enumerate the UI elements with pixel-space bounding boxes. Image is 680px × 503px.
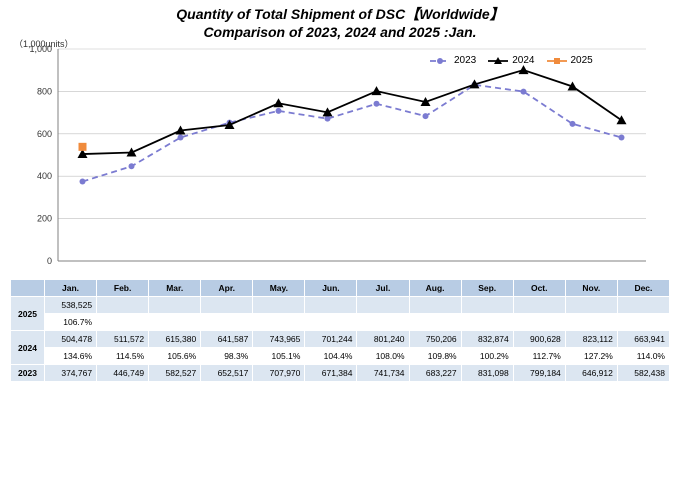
- cell-value: 641,587: [201, 331, 253, 348]
- y-unit-label: （1,000units）: [14, 37, 74, 50]
- cell-value: 511,572: [97, 331, 149, 348]
- col-header: Sep.: [461, 280, 513, 297]
- cell-pct: 114.0%: [617, 348, 669, 365]
- svg-text:0: 0: [47, 256, 52, 266]
- cell-value: 701,244: [305, 331, 357, 348]
- cell-pct: [97, 314, 149, 331]
- cell-value: [97, 297, 149, 314]
- cell-pct: 109.8%: [409, 348, 461, 365]
- row-label: 2023: [11, 365, 45, 382]
- cell-value: 743,965: [253, 331, 305, 348]
- cell-value: [201, 297, 253, 314]
- cell-value: 900,628: [513, 331, 565, 348]
- cell-value: 374,767: [45, 365, 97, 382]
- cell-value: 646,912: [565, 365, 617, 382]
- row-label: 2025: [11, 297, 45, 331]
- table-row: 106.7%: [11, 314, 670, 331]
- cell-value: 832,874: [461, 331, 513, 348]
- cell-value: [305, 297, 357, 314]
- cell-value: 663,941: [617, 331, 669, 348]
- cell-value: 831,098: [461, 365, 513, 382]
- col-header: Jul.: [357, 280, 409, 297]
- cell-value: 750,206: [409, 331, 461, 348]
- cell-pct: 104.4%: [305, 348, 357, 365]
- col-header: Aug.: [409, 280, 461, 297]
- cell-pct: [305, 314, 357, 331]
- cell-pct: [565, 314, 617, 331]
- cell-value: 801,240: [357, 331, 409, 348]
- col-header: Jan.: [45, 280, 97, 297]
- col-header: Apr.: [201, 280, 253, 297]
- cell-pct: [409, 314, 461, 331]
- data-table: Jan.Feb.Mar.Apr.May.Jun.Jul.Aug.Sep.Oct.…: [10, 279, 670, 382]
- cell-value: 741,734: [357, 365, 409, 382]
- cell-value: 615,380: [149, 331, 201, 348]
- table-header-row: Jan.Feb.Mar.Apr.May.Jun.Jul.Aug.Sep.Oct.…: [11, 280, 670, 297]
- cell-value: 652,517: [201, 365, 253, 382]
- row-label: 2024: [11, 331, 45, 365]
- title-line1: Quantity of Total Shipment of DSC【Worldw…: [0, 6, 680, 24]
- svg-text:600: 600: [37, 129, 52, 139]
- cell-value: [409, 297, 461, 314]
- col-header: Dec.: [617, 280, 669, 297]
- table-row: 2025538,525: [11, 297, 670, 314]
- cell-value: [617, 297, 669, 314]
- cell-pct: [201, 314, 253, 331]
- col-header: Feb.: [97, 280, 149, 297]
- col-header: Jun.: [305, 280, 357, 297]
- cell-value: 582,527: [149, 365, 201, 382]
- cell-value: 823,112: [565, 331, 617, 348]
- cell-value: [513, 297, 565, 314]
- table-row: 2023374,767446,749582,527652,517707,9706…: [11, 365, 670, 382]
- cell-value: 799,184: [513, 365, 565, 382]
- col-header: Nov.: [565, 280, 617, 297]
- cell-value: [565, 297, 617, 314]
- cell-value: 683,227: [409, 365, 461, 382]
- cell-value: 446,749: [97, 365, 149, 382]
- chart-title: Quantity of Total Shipment of DSC【Worldw…: [0, 0, 680, 41]
- title-line2: Comparison of 2023, 2024 and 2025 :Jan.: [0, 24, 680, 42]
- cell-pct: [617, 314, 669, 331]
- cell-pct: 114.5%: [97, 348, 149, 365]
- col-header: Oct.: [513, 280, 565, 297]
- cell-value: [253, 297, 305, 314]
- cell-pct: [357, 314, 409, 331]
- cell-pct: [461, 314, 513, 331]
- cell-value: 671,384: [305, 365, 357, 382]
- col-header: May.: [253, 280, 305, 297]
- cell-pct: 106.7%: [45, 314, 97, 331]
- cell-value: 538,525: [45, 297, 97, 314]
- cell-pct: 98.3%: [201, 348, 253, 365]
- cell-pct: 105.1%: [253, 348, 305, 365]
- cell-pct: 127.2%: [565, 348, 617, 365]
- cell-value: [149, 297, 201, 314]
- col-header: Mar.: [149, 280, 201, 297]
- cell-pct: 108.0%: [357, 348, 409, 365]
- svg-text:400: 400: [37, 171, 52, 181]
- line-chart: 02004006008001,000: [14, 43, 654, 268]
- table-row: 134.6%114.5%105.6%98.3%105.1%104.4%108.0…: [11, 348, 670, 365]
- cell-value: 582,438: [617, 365, 669, 382]
- cell-value: [461, 297, 513, 314]
- chart-area: （1,000units） 02004006008001,000: [14, 43, 666, 273]
- svg-text:800: 800: [37, 86, 52, 96]
- cell-pct: [149, 314, 201, 331]
- cell-value: [357, 297, 409, 314]
- table-row: 2024504,478511,572615,380641,587743,9657…: [11, 331, 670, 348]
- cell-pct: [253, 314, 305, 331]
- cell-value: 707,970: [253, 365, 305, 382]
- cell-pct: 100.2%: [461, 348, 513, 365]
- cell-pct: 105.6%: [149, 348, 201, 365]
- data-table-wrap: Jan.Feb.Mar.Apr.May.Jun.Jul.Aug.Sep.Oct.…: [10, 279, 670, 382]
- cell-value: 504,478: [45, 331, 97, 348]
- cell-pct: 134.6%: [45, 348, 97, 365]
- cell-pct: 112.7%: [513, 348, 565, 365]
- cell-pct: [513, 314, 565, 331]
- svg-text:200: 200: [37, 214, 52, 224]
